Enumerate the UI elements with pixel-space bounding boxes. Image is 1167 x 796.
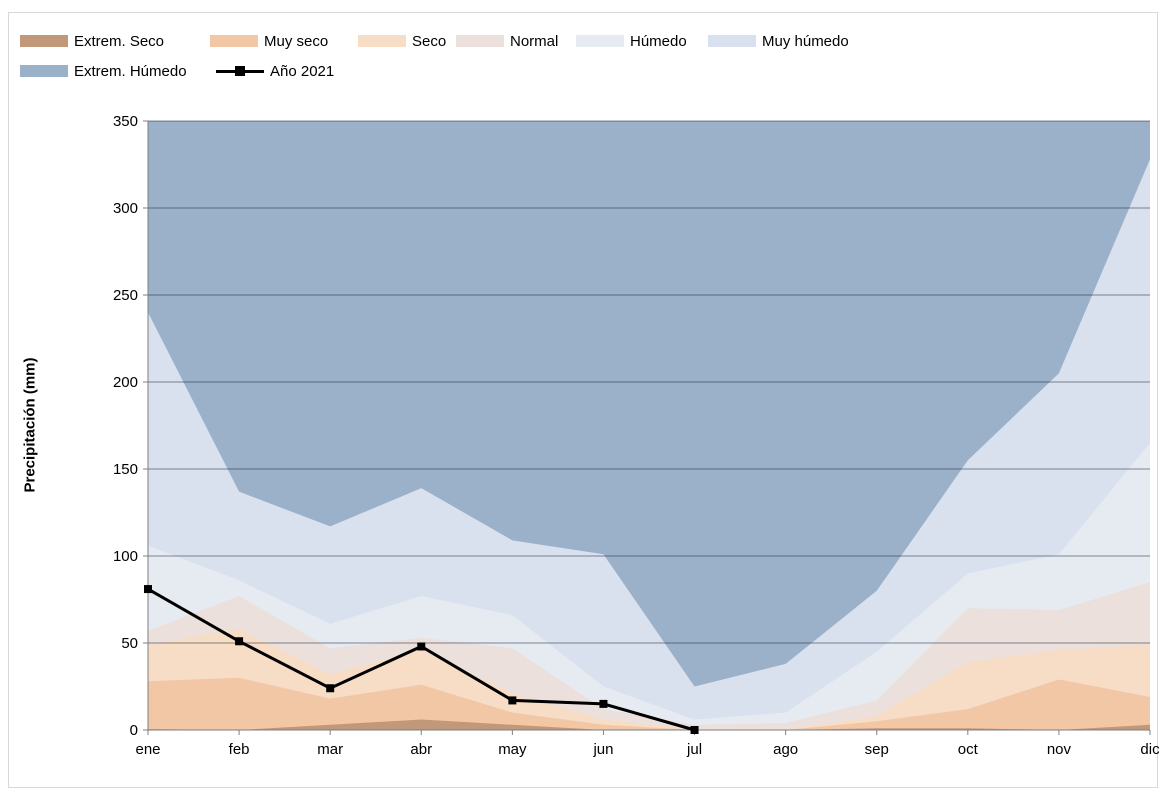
legend-item: Extrem. Seco [20,30,164,52]
legend-swatch [576,35,624,47]
legend-swatch [708,35,756,47]
series-point [326,684,334,692]
legend-item: Muy seco [210,30,328,52]
legend-item: Húmedo [576,30,687,52]
legend-item: Normal [456,30,558,52]
legend-swatch [20,65,68,77]
x-tick-label: mar [317,741,343,758]
y-tick-label: 0 [130,722,138,739]
legend-item: Extrem. Húmedo [20,60,187,82]
x-tick-label: dic [1140,741,1160,758]
x-tick-label: jun [592,741,613,758]
x-tick-label: sep [865,741,889,758]
y-tick-label: 100 [113,548,138,565]
legend-label: Seco [412,33,446,50]
y-tick-label: 200 [113,374,138,391]
legend-swatch [20,35,68,47]
y-tick-label: 350 [113,113,138,130]
series-point [235,637,243,645]
legend-label: Muy húmedo [762,33,849,50]
legend-item: Muy húmedo [708,30,849,52]
x-tick-label: abr [410,741,432,758]
chart-legend: Extrem. Seco Muy seco Seco Normal Húmedo Muy … [20,30,920,82]
legend-line-swatch [216,65,264,77]
x-tick-label: ago [773,741,798,758]
legend-item: Año 2021 [216,60,334,82]
legend-label: Extrem. Húmedo [74,63,187,80]
y-axis-label: Precipitación (mm) [22,357,39,492]
x-tick-label: feb [229,741,250,758]
legend-label: Muy seco [264,33,328,50]
legend-swatch [358,35,406,47]
x-tick-label: jul [686,741,702,758]
series-point [599,700,607,708]
y-tick-label: 300 [113,200,138,217]
legend-swatch [456,35,504,47]
x-tick-label: ene [135,741,160,758]
legend-label: Húmedo [630,33,687,50]
series-point [691,726,699,734]
x-tick-label: oct [958,741,979,758]
series-point [144,585,152,593]
y-tick-label: 150 [113,461,138,478]
series-point [417,642,425,650]
x-tick-label: may [498,741,527,758]
legend-swatch [210,35,258,47]
legend-item: Seco [358,30,446,52]
x-tick-label: nov [1047,741,1072,758]
series-point [508,696,516,704]
legend-label: Normal [510,33,558,50]
legend-label: Año 2021 [270,63,334,80]
y-tick-label: 250 [113,287,138,304]
legend-label: Extrem. Seco [74,33,164,50]
y-tick-label: 50 [121,635,138,652]
